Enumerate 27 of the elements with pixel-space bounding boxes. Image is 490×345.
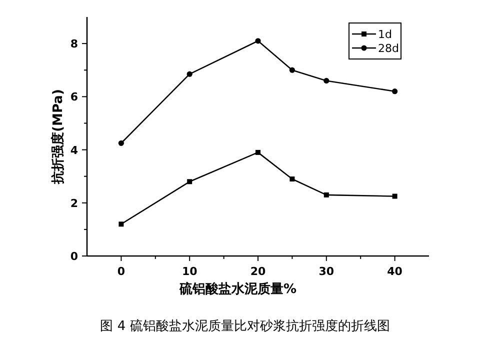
y-tick-label: 6 bbox=[70, 90, 78, 104]
x-tick-label: 0 bbox=[117, 265, 126, 278]
point bbox=[392, 194, 398, 199]
point bbox=[255, 38, 261, 44]
point bbox=[256, 150, 260, 155]
point bbox=[324, 78, 330, 84]
legend-label: 1d bbox=[378, 28, 392, 41]
point bbox=[290, 176, 295, 182]
x-tick-label: 40 bbox=[387, 265, 403, 278]
point bbox=[187, 179, 192, 184]
point bbox=[118, 222, 124, 227]
y-tick-label: 2 bbox=[70, 196, 78, 210]
point bbox=[289, 67, 295, 73]
x-tick-label: 10 bbox=[182, 265, 198, 278]
y-tick-label: 4 bbox=[70, 144, 78, 157]
y-tick-label: 0 bbox=[70, 250, 78, 263]
y-tick-label: 8 bbox=[70, 38, 78, 51]
point bbox=[186, 71, 192, 77]
x-tick-label: 20 bbox=[250, 265, 266, 278]
point bbox=[118, 140, 124, 146]
legend-label: 28d bbox=[378, 42, 399, 55]
caption: 图 4 硫铝酸盐水泥质量比对砂浆抗折强度的折线图 bbox=[100, 318, 390, 334]
x-tick-label: 30 bbox=[318, 265, 334, 278]
point bbox=[324, 192, 329, 198]
x-axis-title: 硫铝酸盐水泥质量% bbox=[178, 281, 297, 297]
point bbox=[392, 88, 398, 94]
y-axis-title: 抗折强度(MPa) bbox=[50, 89, 66, 185]
